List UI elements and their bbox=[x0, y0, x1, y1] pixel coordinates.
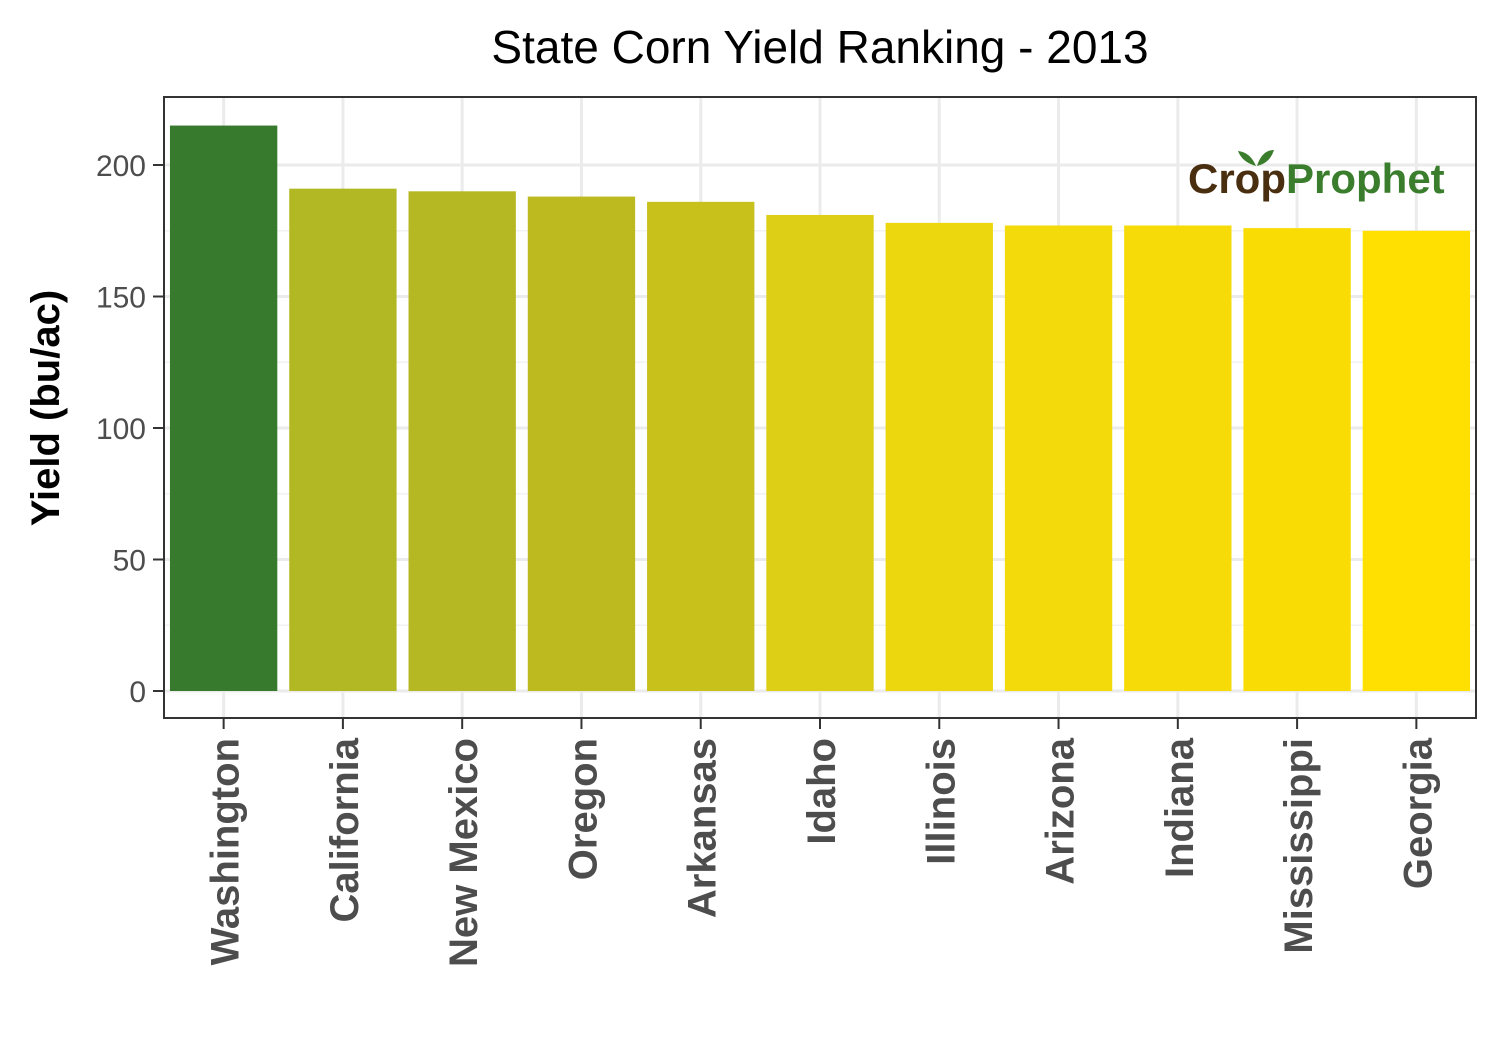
x-tick-label: Idaho bbox=[800, 738, 844, 845]
bar-mississippi bbox=[1243, 228, 1351, 691]
x-tick-label: Mississippi bbox=[1277, 738, 1321, 954]
y-tick-label: 50 bbox=[113, 545, 146, 578]
bar-washington bbox=[169, 125, 278, 692]
x-tick-label: Oregon bbox=[561, 738, 605, 880]
y-tick-label: 150 bbox=[96, 282, 146, 315]
bar-oregon bbox=[527, 196, 636, 691]
y-tick-label: 100 bbox=[96, 413, 146, 446]
x-tick-label: Indiana bbox=[1158, 737, 1202, 878]
y-tick-label: 0 bbox=[129, 676, 146, 709]
x-tick-label: Illinois bbox=[919, 738, 963, 865]
logo-text-prophet: Prophet bbox=[1286, 155, 1445, 202]
x-tick-label: California bbox=[323, 737, 367, 922]
x-tick-label: Georgia bbox=[1396, 737, 1440, 889]
y-axis-label: Yield (bu/ac) bbox=[24, 290, 68, 526]
bar-indiana bbox=[1124, 225, 1232, 692]
x-tick-label: New Mexico bbox=[442, 738, 486, 967]
bar-illinois bbox=[885, 222, 993, 692]
bar-arkansas bbox=[647, 201, 755, 691]
bar-georgia bbox=[1362, 230, 1471, 691]
bar-new-mexico bbox=[408, 191, 516, 692]
sprout-icon bbox=[1238, 150, 1274, 166]
bar-arizona bbox=[1004, 225, 1113, 692]
x-tick-label: Arkansas bbox=[681, 738, 725, 918]
y-tick-label: 200 bbox=[96, 150, 146, 183]
x-tick-label: Arizona bbox=[1039, 737, 1083, 884]
bar-idaho bbox=[766, 214, 874, 691]
x-tick-label: Washington bbox=[204, 738, 248, 965]
cropprophet-logo: CropProphet bbox=[1188, 150, 1445, 202]
chart-title: State Corn Yield Ranking - 2013 bbox=[491, 21, 1148, 73]
svg-text:CropProphet: CropProphet bbox=[1188, 155, 1445, 202]
bar-california bbox=[289, 188, 397, 692]
plot-area: 0 50 100 150 200 Washington California New Mexi… bbox=[96, 96, 1477, 967]
logo-text-crop: Crop bbox=[1188, 155, 1286, 202]
